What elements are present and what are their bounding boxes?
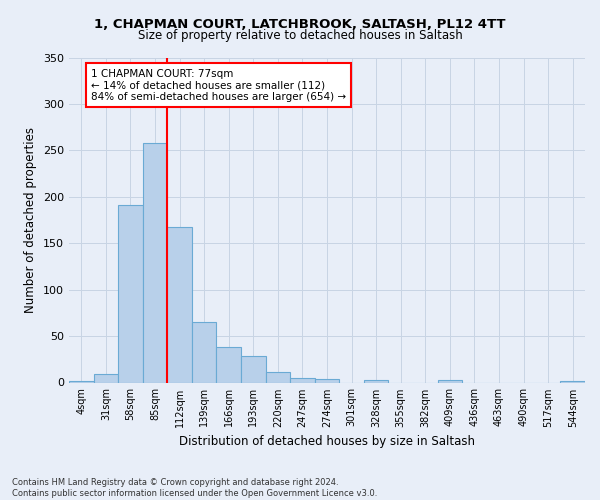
Bar (167, 226, 192, 382)
Bar (364, 380, 388, 382)
Bar (217, 347, 241, 382)
Bar (290, 378, 315, 382)
Bar (315, 379, 339, 382)
Text: Size of property relative to detached houses in Saltash: Size of property relative to detached ho… (137, 29, 463, 42)
Bar (94, 374, 118, 382)
Bar (437, 380, 462, 382)
Y-axis label: Number of detached properties: Number of detached properties (25, 127, 37, 313)
Text: 1 CHAPMAN COURT: 77sqm
← 14% of detached houses are smaller (112)
84% of semi-de: 1 CHAPMAN COURT: 77sqm ← 14% of detached… (91, 68, 346, 102)
Text: 1, CHAPMAN COURT, LATCHBROOK, SALTASH, PL12 4TT: 1, CHAPMAN COURT, LATCHBROOK, SALTASH, P… (94, 18, 506, 30)
Bar (143, 143, 167, 382)
X-axis label: Distribution of detached houses by size in Saltash: Distribution of detached houses by size … (179, 435, 475, 448)
Bar (69, 380, 94, 382)
Bar (192, 322, 217, 382)
Text: Contains HM Land Registry data © Crown copyright and database right 2024.
Contai: Contains HM Land Registry data © Crown c… (12, 478, 377, 498)
Bar (118, 205, 143, 382)
Bar (241, 356, 266, 382)
Bar (560, 380, 585, 382)
Bar (266, 372, 290, 382)
